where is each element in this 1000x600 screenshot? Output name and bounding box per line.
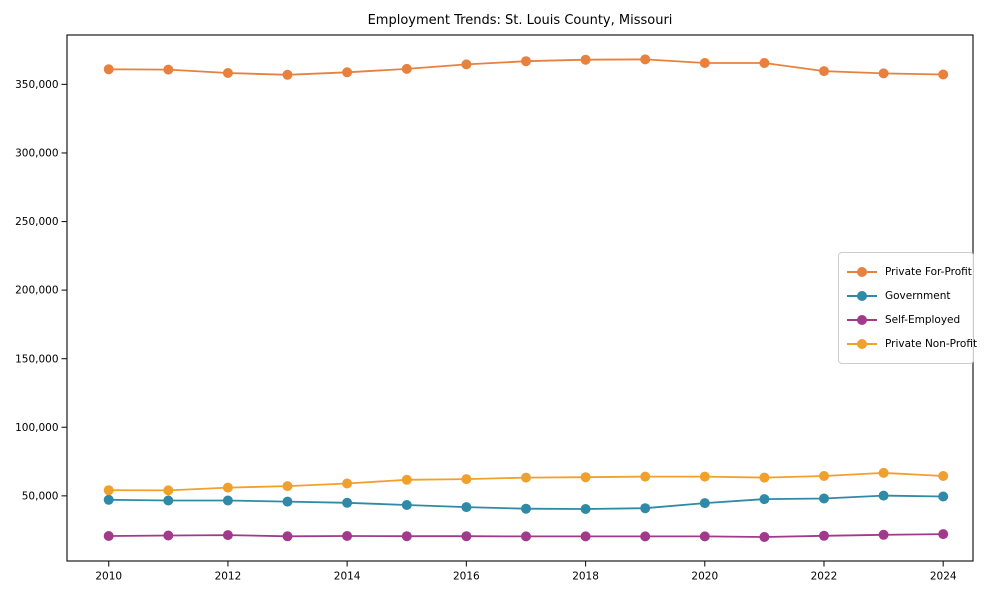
- data-point: [461, 474, 472, 485]
- data-point: [521, 503, 531, 514]
- data-point: [342, 478, 353, 489]
- data-point: [580, 504, 591, 514]
- x-axis-ticks: 2010 2012 2014 2016 2018 2020 2022 2024: [95, 561, 957, 583]
- data-point: [819, 493, 829, 504]
- data-point: [640, 531, 651, 542]
- y-axis-ticks: 50,000 100,000 150,000 200,000 250,000 300,00…: [15, 79, 67, 502]
- series-private-non-profit: [103, 467, 949, 496]
- y-tick-label: 250,000: [15, 216, 58, 228]
- data-point: [282, 481, 293, 492]
- x-tick-label: 2020: [691, 571, 718, 583]
- x-tick-label: 2012: [215, 571, 242, 583]
- data-point: [222, 495, 233, 506]
- data-point: [163, 495, 174, 506]
- legend-label: Private Non-Profit: [885, 338, 978, 350]
- data-point: [878, 490, 889, 501]
- data-point: [938, 471, 949, 481]
- legend-item-private-for-profit: Private For-Profit: [847, 260, 972, 284]
- x-tick-label: 2018: [572, 571, 599, 583]
- legend-box: Private For-Profit Government Self-Employe…: [838, 252, 977, 364]
- data-point: [103, 64, 114, 75]
- x-tick-label: 2022: [811, 571, 838, 583]
- data-point: [938, 491, 949, 502]
- data-point: [938, 529, 949, 540]
- data-point: [580, 472, 591, 483]
- legend-marker-icon: [847, 339, 877, 349]
- data-point: [103, 494, 114, 505]
- data-point: [819, 66, 829, 77]
- data-point: [342, 497, 353, 508]
- data-point: [342, 67, 353, 78]
- y-tick-label: 100,000: [15, 422, 58, 434]
- data-point: [819, 471, 829, 481]
- data-point: [938, 69, 949, 80]
- data-point: [461, 502, 472, 513]
- data-point: [580, 531, 591, 542]
- data-point: [342, 531, 353, 541]
- data-point: [461, 59, 472, 70]
- legend-marker-icon: [847, 267, 877, 277]
- data-point: [759, 58, 770, 68]
- data-point: [640, 503, 651, 514]
- series-private-for-profit: [103, 54, 949, 80]
- series-self-employed: [103, 529, 949, 542]
- y-tick-label: 200,000: [15, 285, 58, 297]
- data-point: [103, 485, 114, 496]
- data-point: [878, 529, 889, 540]
- data-point: [759, 532, 770, 542]
- x-tick-label: 2016: [453, 571, 480, 583]
- data-point: [282, 69, 293, 80]
- data-point: [699, 531, 710, 542]
- y-tick-label: 50,000: [22, 490, 59, 502]
- data-point: [461, 531, 472, 542]
- data-point: [521, 56, 531, 67]
- data-point: [640, 54, 651, 65]
- legend-marker-icon: [847, 315, 877, 325]
- data-point: [521, 531, 531, 542]
- chart-title: Employment Trends: St. Louis County, Mis…: [367, 13, 673, 28]
- x-tick-label: 2014: [334, 571, 361, 583]
- data-point: [163, 485, 174, 496]
- data-point: [699, 498, 710, 509]
- data-point: [580, 54, 591, 65]
- data-point: [401, 531, 412, 542]
- legend-marker-icon: [847, 291, 877, 301]
- data-point: [222, 68, 233, 78]
- y-tick-label: 350,000: [15, 79, 58, 91]
- legend-label: Government: [885, 290, 951, 302]
- data-point: [282, 531, 293, 542]
- data-point: [699, 58, 710, 68]
- y-tick-label: 150,000: [15, 353, 58, 365]
- y-tick-label: 300,000: [15, 148, 58, 160]
- data-point: [163, 64, 174, 75]
- legend-label: Private For-Profit: [885, 266, 972, 278]
- data-point: [878, 467, 889, 478]
- data-point: [163, 530, 174, 541]
- data-point: [103, 531, 114, 541]
- data-point: [699, 471, 710, 482]
- legend-item-self-employed: Self-Employed: [847, 308, 965, 332]
- data-point: [759, 494, 770, 505]
- data-point: [521, 472, 531, 483]
- x-tick-label: 2010: [95, 571, 122, 583]
- data-point: [401, 474, 412, 485]
- data-point: [222, 482, 233, 493]
- legend-item-private-non-profit: Private Non-Profit: [847, 332, 977, 356]
- data-point: [401, 500, 412, 510]
- legend-label: Self-Employed: [885, 314, 961, 326]
- data-point: [819, 530, 829, 541]
- data-point: [759, 472, 770, 483]
- data-point: [640, 471, 651, 482]
- data-point: [878, 68, 889, 79]
- legend-item-government: Government: [847, 284, 965, 308]
- data-point: [282, 496, 293, 507]
- data-point: [222, 530, 233, 541]
- data-point: [401, 63, 412, 74]
- x-tick-label: 2024: [930, 571, 957, 583]
- series-government: [103, 490, 949, 514]
